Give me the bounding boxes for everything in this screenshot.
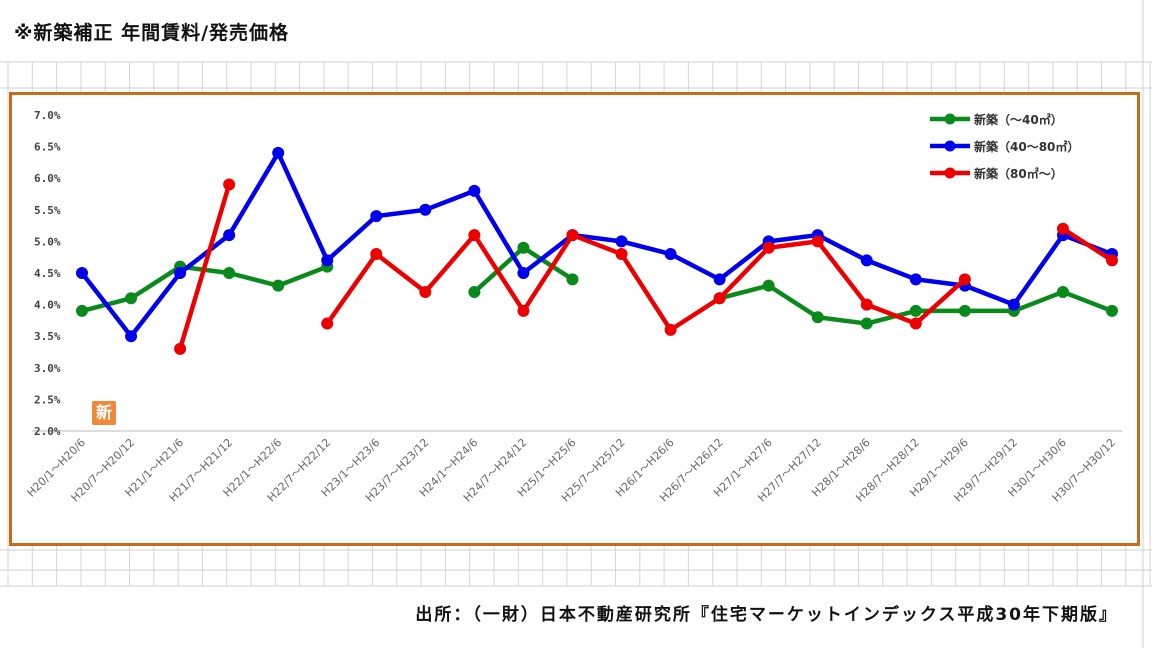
y-tick-label: 3.5%: [34, 330, 61, 343]
y-tick-label: 2.5%: [34, 393, 61, 406]
data-point: [909, 304, 922, 317]
data-point: [615, 248, 628, 261]
series-line: [80, 150, 1113, 339]
data-point: [713, 292, 726, 305]
legend-item: 新築（～40㎡）: [930, 112, 1063, 127]
data-point: [566, 273, 579, 286]
y-tick-label: 5.0%: [34, 235, 61, 248]
series-2: [76, 146, 1118, 343]
y-tick-label: 7.0%: [34, 109, 61, 122]
chart-frame: 2.0% 2.5% 3.0% 3.5% 4.0% 4.5% 5.0% 5.5% 6.0% 6.5%…: [9, 92, 1140, 546]
data-point: [1106, 254, 1118, 267]
data-point: [223, 178, 236, 191]
data-point: [76, 304, 88, 317]
data-point: [125, 292, 138, 305]
legend-label: 新築（40～80㎡）: [974, 139, 1079, 154]
data-point: [517, 304, 530, 317]
series-line: [325, 232, 967, 333]
y-tick-label: 6.0%: [34, 172, 61, 185]
page-title: ※新築補正 年間賃料/発売価格: [14, 22, 290, 44]
data-point: [223, 229, 236, 242]
data-point: [1056, 222, 1069, 235]
legend-marker: [944, 140, 956, 152]
data-point: [762, 241, 775, 254]
data-point: [76, 267, 88, 279]
data-point: [958, 304, 971, 317]
data-point: [664, 248, 677, 261]
legend-label: 新築（～40㎡）: [974, 112, 1063, 127]
series-1: [76, 241, 1118, 330]
data-point: [566, 229, 579, 242]
data-point: [321, 254, 334, 267]
data-point: [370, 248, 383, 261]
data-point: [615, 235, 628, 248]
data-point: [517, 267, 530, 279]
data-point: [860, 254, 873, 267]
data-point: [468, 184, 481, 197]
legend-marker: [944, 113, 956, 125]
legend-marker: [944, 167, 956, 179]
source-note: 出所：（一財）日本不動産研究所『住宅マーケットインデックス平成30年下期版』: [415, 605, 1118, 625]
y-tick-label: 3.0%: [34, 362, 61, 375]
series-line: [1061, 226, 1114, 263]
legend-item: 新築（80㎡～）: [930, 166, 1063, 181]
data-point: [1007, 298, 1020, 311]
legend-label: 新築（80㎡～）: [974, 166, 1063, 181]
data-point: [321, 317, 334, 330]
line-chart: 2.0% 2.5% 3.0% 3.5% 4.0% 4.5% 5.0% 5.5% 6.0% 6.5%…: [25, 109, 1122, 504]
data-point: [468, 229, 481, 242]
y-tick-label: 4.0%: [34, 299, 61, 312]
series-line: [177, 183, 232, 350]
data-point: [664, 323, 677, 336]
data-point: [958, 273, 971, 286]
data-point: [909, 273, 922, 286]
data-point: [370, 210, 383, 223]
legend-item: 新築（40～80㎡）: [930, 139, 1079, 154]
data-point: [1056, 285, 1069, 298]
data-point: [811, 235, 824, 248]
data-point: [272, 279, 285, 292]
data-point: [223, 267, 236, 279]
new-badge: 新: [92, 401, 116, 425]
y-tick-label: 6.5%: [34, 141, 61, 154]
data-point: [762, 279, 775, 292]
data-point: [860, 317, 873, 330]
data-point: [713, 273, 726, 286]
data-point: [272, 146, 285, 159]
data-point: [517, 241, 530, 254]
data-point: [468, 285, 481, 298]
y-tick-label: 2.0%: [34, 425, 61, 438]
data-point: [174, 342, 187, 355]
y-tick-label: 5.5%: [34, 204, 61, 217]
series-3: [174, 178, 1118, 355]
data-point: [125, 330, 138, 343]
data-point: [174, 267, 187, 279]
y-tick-label: 4.5%: [34, 267, 61, 280]
data-point: [419, 203, 432, 216]
data-point: [909, 317, 922, 330]
data-point: [860, 298, 873, 311]
data-point: [1106, 304, 1118, 317]
data-point: [811, 311, 824, 324]
data-point: [419, 285, 432, 298]
